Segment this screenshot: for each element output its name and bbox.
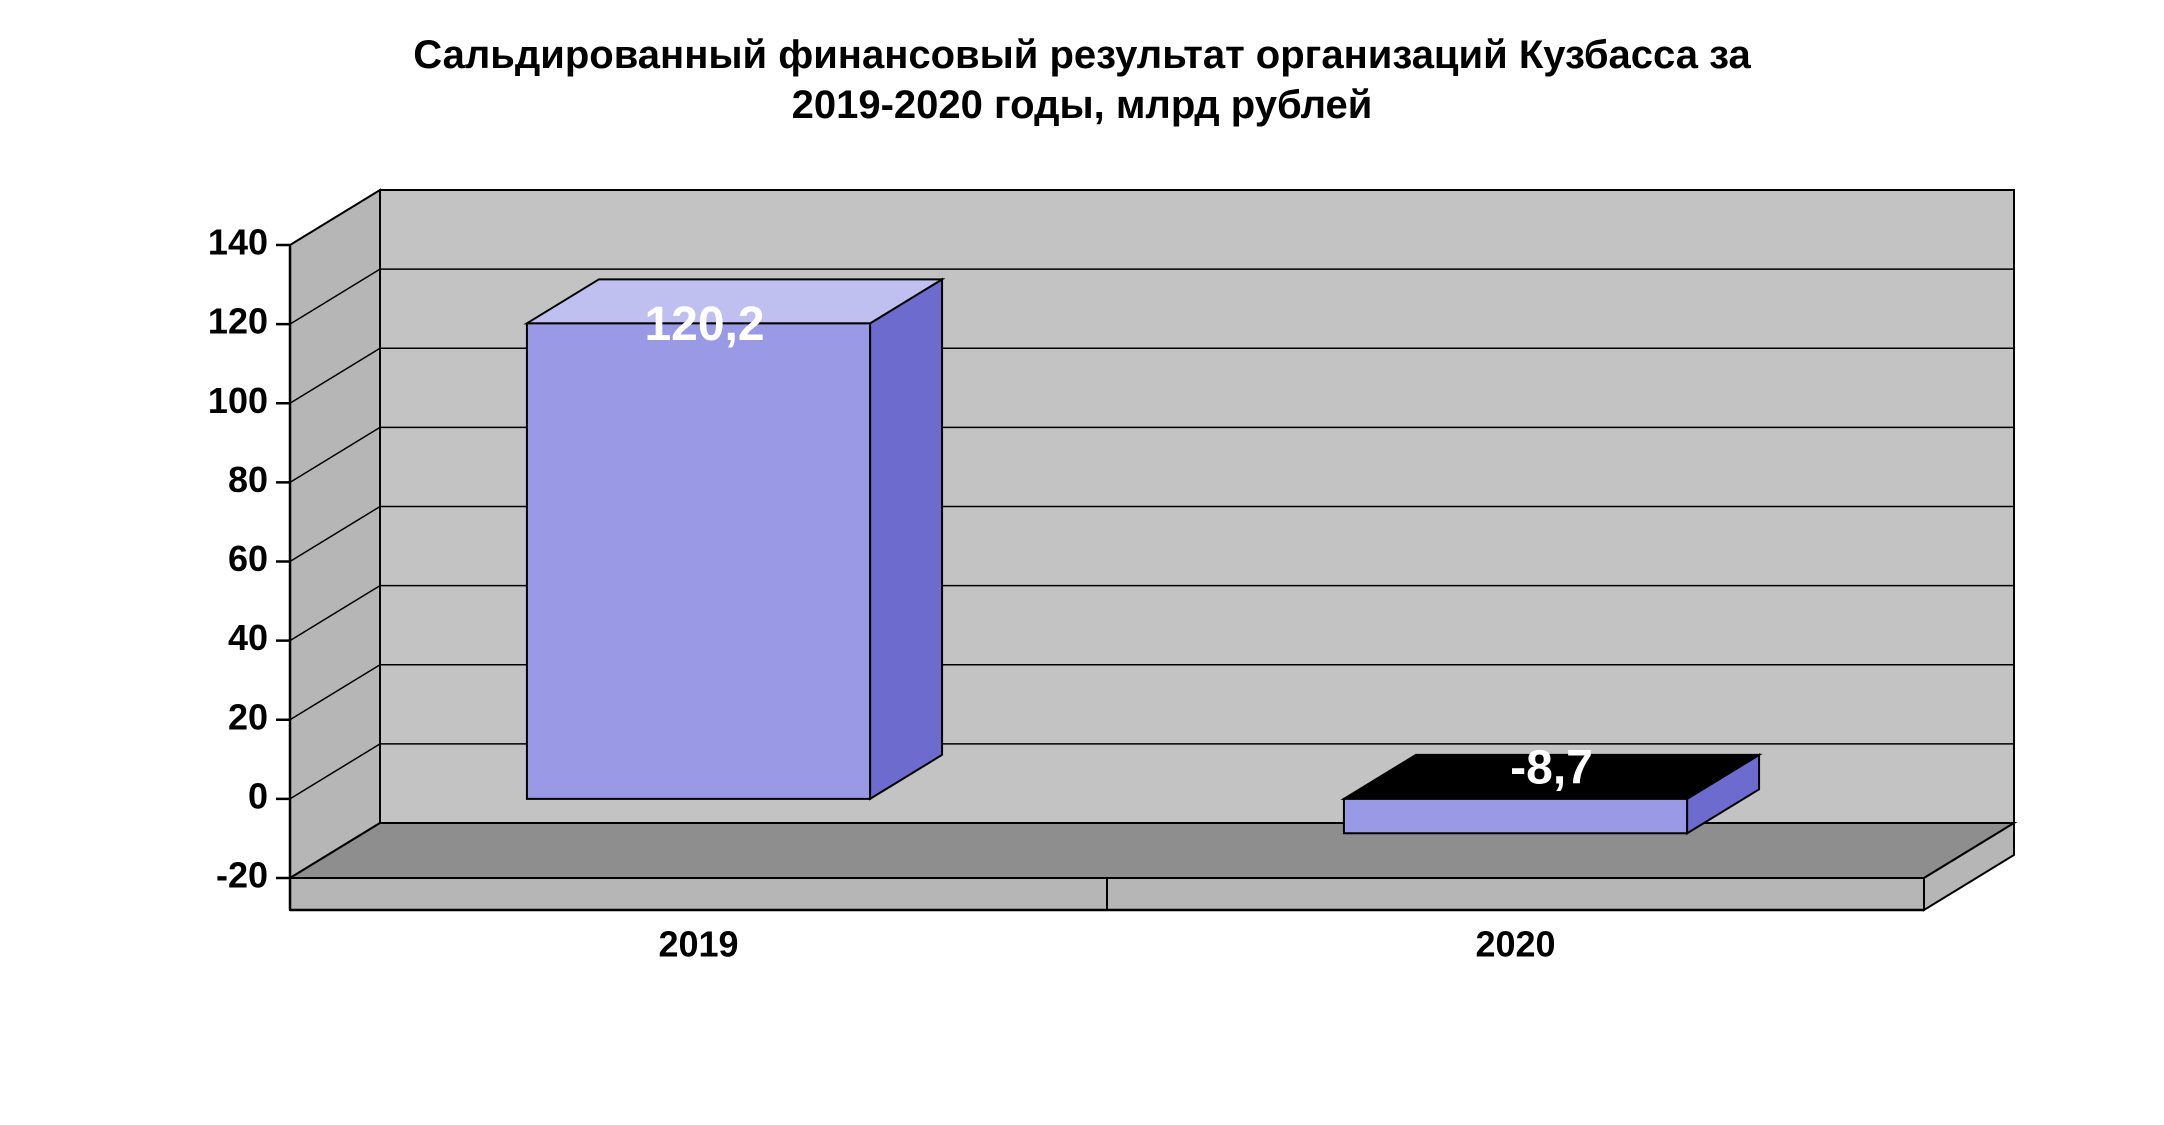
svg-text:140: 140 (208, 222, 268, 263)
svg-text:20: 20 (228, 696, 268, 737)
svg-text:120,2: 120,2 (644, 298, 764, 351)
svg-text:120: 120 (208, 301, 268, 342)
svg-text:80: 80 (228, 459, 268, 500)
svg-text:-8,7: -8,7 (1510, 741, 1593, 794)
svg-text:0: 0 (248, 775, 268, 816)
chart-stage: Сальдированный финансовый результат орга… (0, 0, 2164, 1125)
chart-title: Сальдированный финансовый результат орга… (0, 30, 2164, 130)
svg-text:-20: -20 (216, 855, 268, 896)
svg-text:40: 40 (228, 617, 268, 658)
svg-text:100: 100 (208, 380, 268, 421)
svg-text:2020: 2020 (1475, 923, 1555, 964)
svg-text:2019: 2019 (658, 923, 738, 964)
svg-text:60: 60 (228, 538, 268, 579)
chart-svg: -20 0 20 40 60 80 100 120 140 120,2 -8,7 2019 2020 (60, 160, 2104, 1090)
